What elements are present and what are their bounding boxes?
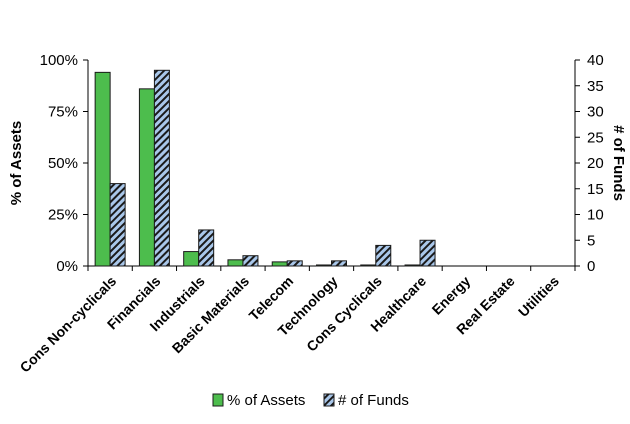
bar-funds bbox=[198, 229, 215, 267]
x-category-label: Utilities bbox=[515, 273, 562, 320]
bar-assets bbox=[94, 71, 111, 267]
x-category-label: Cons Non-cyclicals bbox=[17, 273, 120, 376]
y-left-tick-label: 25% bbox=[48, 207, 78, 224]
legend-label-funds: # of Funds bbox=[338, 392, 409, 409]
bar-assets bbox=[360, 264, 377, 267]
bar-funds bbox=[242, 255, 259, 267]
bar-funds bbox=[286, 260, 303, 267]
y-right-tick-label: 40 bbox=[587, 52, 604, 69]
y-right-tick-label: 30 bbox=[587, 104, 604, 121]
bar-assets bbox=[227, 259, 244, 267]
y-right-tick-label: 35 bbox=[587, 78, 604, 95]
y-left-tick-label: 50% bbox=[48, 155, 78, 172]
y-right-tick-label: 0 bbox=[587, 258, 595, 275]
y-left-tick-label: 100% bbox=[40, 52, 78, 69]
y-left-tick-label: 0% bbox=[56, 258, 78, 275]
bar-funds bbox=[375, 244, 392, 267]
y-right-tick-label: 20 bbox=[587, 155, 604, 172]
plot-area: 0% 25% 50% 75% 100% 0 5 10 15 20 25 30 35 40 Cons Non-… bbox=[17, 52, 604, 375]
bar-assets bbox=[271, 261, 288, 267]
bar-funds bbox=[419, 239, 436, 267]
y-right-axis-title: # of Funds bbox=[610, 125, 627, 201]
x-category-label: Cons Cyclicals bbox=[303, 273, 385, 355]
y-left-axis-title: % of Assets bbox=[8, 121, 25, 205]
legend-swatch-assets bbox=[212, 393, 224, 407]
x-category-label: Energy bbox=[429, 273, 474, 318]
bar-funds bbox=[153, 69, 170, 267]
y-right-tick-label: 25 bbox=[587, 129, 604, 146]
y-right-tick-label: 5 bbox=[587, 232, 595, 249]
x-category-label: Basic Materials bbox=[169, 273, 253, 357]
legend: % of Assets # of Funds bbox=[212, 392, 409, 409]
bar-funds bbox=[109, 183, 126, 267]
y-right-tick-label: 10 bbox=[587, 207, 604, 224]
bar-funds bbox=[331, 260, 347, 267]
y-left-tick-label: 75% bbox=[48, 104, 78, 121]
bar-assets bbox=[138, 88, 155, 267]
legend-label-assets: % of Assets bbox=[227, 392, 305, 409]
bar-assets bbox=[183, 251, 200, 267]
bar-assets bbox=[316, 264, 332, 267]
y-right-tick-label: 15 bbox=[587, 181, 604, 198]
legend-swatch-funds bbox=[323, 393, 335, 407]
bar-assets bbox=[404, 264, 421, 267]
